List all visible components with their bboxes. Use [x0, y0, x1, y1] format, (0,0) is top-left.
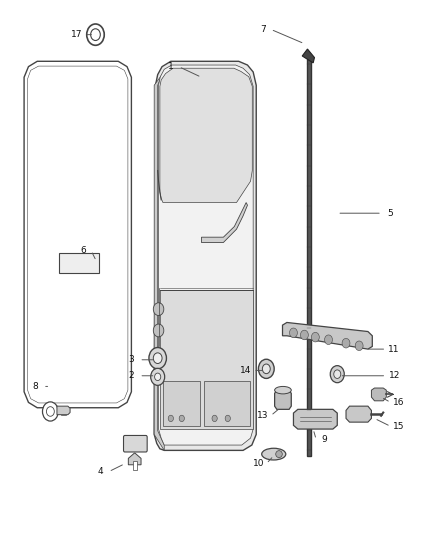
Circle shape — [168, 415, 173, 422]
Polygon shape — [133, 461, 137, 470]
Text: 6: 6 — [80, 246, 86, 255]
Circle shape — [330, 366, 344, 383]
Circle shape — [262, 364, 270, 374]
Circle shape — [91, 29, 100, 41]
Text: 2: 2 — [129, 372, 134, 380]
Text: 17: 17 — [71, 30, 82, 39]
Polygon shape — [160, 290, 253, 429]
Circle shape — [258, 359, 274, 378]
Circle shape — [212, 415, 217, 422]
Polygon shape — [283, 322, 372, 349]
Circle shape — [290, 328, 297, 337]
Polygon shape — [275, 390, 291, 409]
Polygon shape — [302, 49, 314, 63]
Circle shape — [355, 341, 363, 351]
Circle shape — [325, 335, 332, 344]
Text: 16: 16 — [393, 398, 404, 407]
Text: 5: 5 — [387, 209, 393, 217]
Text: 3: 3 — [128, 356, 134, 364]
Text: 4: 4 — [98, 467, 103, 476]
Circle shape — [151, 368, 165, 385]
Circle shape — [311, 333, 319, 342]
Circle shape — [342, 338, 350, 348]
FancyBboxPatch shape — [307, 59, 311, 456]
Circle shape — [155, 373, 161, 381]
FancyBboxPatch shape — [59, 253, 99, 273]
Ellipse shape — [275, 386, 291, 394]
Text: 12: 12 — [389, 372, 400, 380]
Polygon shape — [293, 409, 337, 429]
Text: 7: 7 — [260, 25, 266, 34]
Text: 9: 9 — [321, 435, 327, 444]
Circle shape — [42, 402, 58, 421]
Circle shape — [179, 415, 184, 422]
Circle shape — [153, 324, 164, 337]
Polygon shape — [371, 388, 386, 401]
Circle shape — [149, 348, 166, 369]
FancyBboxPatch shape — [163, 381, 200, 426]
Text: 15: 15 — [393, 422, 404, 431]
Circle shape — [225, 415, 230, 422]
Polygon shape — [128, 453, 141, 465]
Text: 13: 13 — [257, 411, 268, 420]
Text: 10: 10 — [253, 459, 264, 468]
Circle shape — [153, 303, 164, 316]
FancyBboxPatch shape — [204, 381, 250, 426]
Polygon shape — [154, 75, 164, 450]
Text: 11: 11 — [389, 345, 400, 353]
Circle shape — [153, 353, 162, 364]
FancyBboxPatch shape — [124, 435, 147, 452]
Circle shape — [87, 24, 104, 45]
Circle shape — [334, 370, 341, 378]
Ellipse shape — [276, 451, 283, 457]
Text: 14: 14 — [240, 366, 251, 375]
Polygon shape — [24, 61, 131, 408]
Polygon shape — [160, 68, 252, 203]
Polygon shape — [159, 65, 253, 445]
Ellipse shape — [261, 448, 286, 460]
Text: 1: 1 — [168, 62, 174, 71]
Text: 8: 8 — [32, 382, 38, 391]
Polygon shape — [57, 406, 70, 415]
Polygon shape — [201, 203, 247, 243]
Polygon shape — [154, 61, 256, 450]
Circle shape — [300, 330, 308, 340]
Polygon shape — [346, 406, 371, 422]
